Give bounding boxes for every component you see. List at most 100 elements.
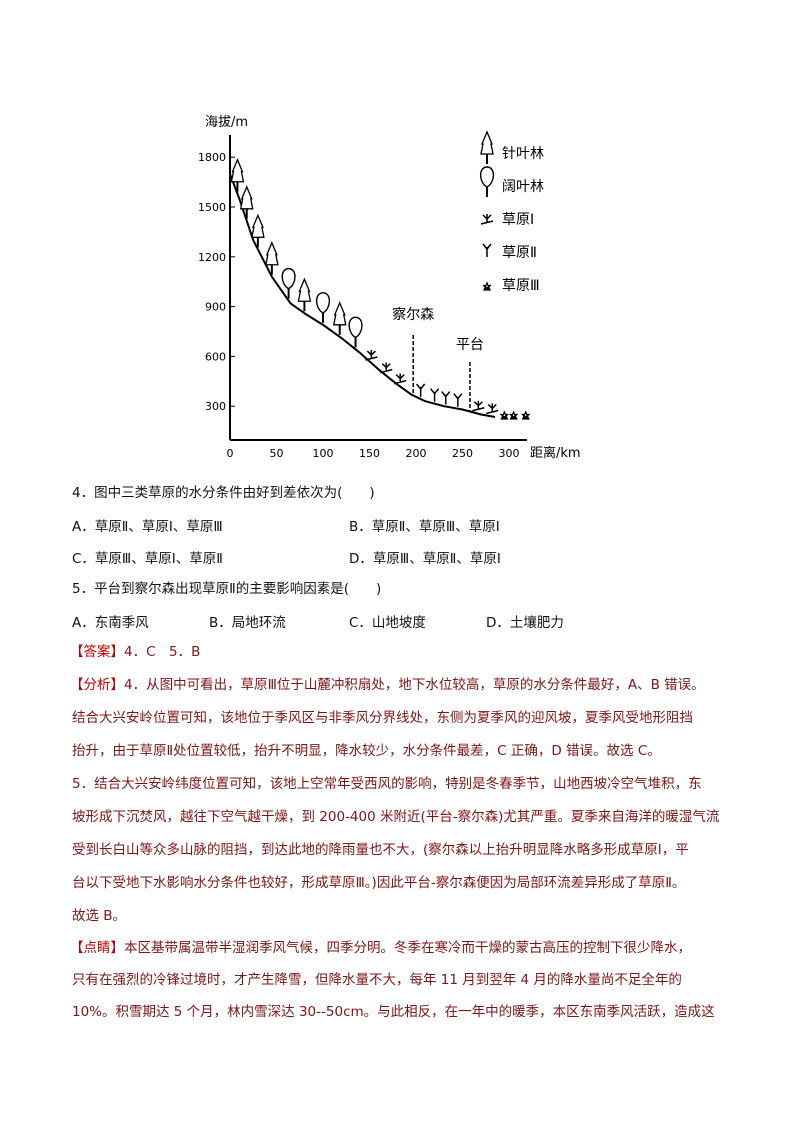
conifer-crown — [239, 185, 254, 210]
conifer-tree-mark — [251, 213, 265, 248]
y-tick-label: 900 — [205, 301, 226, 314]
analysis-text: 结合大兴安岭位置可知，该地位于季风区与非季风分界线处，东侧为夏季风的迎风坡，夏季… — [72, 710, 693, 726]
y-tick-label: 1200 — [198, 251, 226, 264]
x-tick-label: 200 — [406, 447, 427, 460]
y-tick-label: 300 — [205, 400, 226, 413]
grass-i-shape — [394, 373, 407, 385]
terrain-profile-line — [229, 173, 496, 418]
grass-i-shape — [365, 350, 378, 361]
conifer-crown — [230, 158, 245, 183]
x-tick-label: 300 — [499, 447, 520, 460]
analysis-text: 故选 B。 — [72, 908, 127, 924]
grass-iii-shape — [509, 410, 519, 420]
analysis-text: 5．结合大兴安岭纬度位置可知，该地上空常年受西风的影响，特别是冬春季节，山地西坡… — [72, 776, 702, 792]
analysis-text: 台以下受地下水影响水分条件也较好，形成草原Ⅲ。)因此平台-察尔森便因为局部环流差… — [72, 875, 686, 891]
legend-label: 草原Ⅰ — [502, 212, 534, 228]
grass-iii-mark — [521, 410, 531, 420]
analysis-tag: 【分析】 — [70, 677, 124, 693]
grass-ii-shape — [453, 393, 463, 407]
comment-text: 只有在强烈的冷锋过境时，才产生降雪，但降水量不大，每年 11 月到翌年 4 月的… — [72, 972, 682, 988]
legend-label: 草原Ⅱ — [502, 245, 537, 261]
answer: 【答案】4．C 5．B — [70, 643, 200, 661]
y-tick-label: 1500 — [198, 201, 226, 214]
grass-iii-mark — [499, 410, 509, 420]
grass-i-mark — [472, 400, 485, 412]
x-tick-label: 150 — [359, 447, 380, 460]
conifer-crown — [332, 301, 347, 326]
x-tick-label: 50 — [270, 447, 284, 460]
q5-option-b: B．局地环流 — [209, 615, 286, 631]
x-tick-label: 0 — [227, 447, 234, 460]
grass-iii-shape — [482, 281, 492, 291]
grass-i-shape — [480, 214, 494, 225]
analysis-text: 4．从图中可看出，草原Ⅲ位于山麓冲积扇处，地下水位较高，草原的水分条件最好，A、… — [124, 677, 705, 693]
analysis-line: 坡形成下沉焚风，越往下空气越干燥，到 200-400 米附近(平台-察尔森)尤其… — [72, 808, 719, 826]
conifer-crown — [480, 130, 494, 155]
grass-i-mark — [365, 350, 378, 361]
analysis-line: 受到长白山等众多山脉的阻挡，到达此地的降雨量也不大，(察尔森以上抬升明显降水略多… — [72, 841, 689, 859]
conifer-tree-mark — [239, 185, 254, 219]
legend-label: 草原Ⅲ — [502, 278, 540, 294]
analysis-line: 5．结合大兴安岭纬度位置可知，该地上空常年受西风的影响，特别是冬春季节，山地西坡… — [72, 775, 702, 793]
q5-option-d: D．土壤肥力 — [486, 615, 564, 631]
grass-i-mark — [380, 362, 393, 374]
grass-iii-icon — [482, 281, 492, 291]
analysis-line: 结合大兴安岭位置可知，该地位于季风区与非季风分界线处，东侧为夏季风的迎风坡，夏季… — [72, 709, 693, 727]
conifer-tree-icon — [480, 130, 494, 164]
marker-label: 平台 — [456, 337, 484, 353]
conifer-tree-mark — [332, 301, 347, 335]
grass-ii-shape — [430, 388, 440, 402]
y-axis-label: 海拔/m — [205, 115, 248, 130]
broadleaf-crown — [348, 316, 363, 339]
broadleaf-crown — [479, 166, 495, 188]
y-tick-label: 1800 — [198, 151, 226, 164]
grass-iii-shape — [499, 410, 509, 420]
grass-ii-shape — [416, 383, 426, 398]
grass-ii-shape — [482, 243, 492, 257]
x-axis-label: 距离/km — [530, 445, 581, 461]
q4-option-b: B．草原Ⅱ、草原Ⅲ、草原Ⅰ — [349, 519, 500, 535]
legend-label: 针叶林 — [502, 146, 544, 162]
conifer-tree-mark — [297, 277, 312, 312]
question-4-stem: 4．图中三类草原的水分条件由好到差依次为( ) — [72, 485, 375, 501]
analysis-text: 坡形成下沉焚风，越往下空气越干燥，到 200-400 米附近(平台-察尔森)尤其… — [72, 809, 720, 825]
grass-i-shape — [486, 403, 499, 415]
broadleaf-crown — [281, 267, 296, 290]
grass-i-mark — [486, 403, 499, 415]
legend-label: 阔叶林 — [502, 179, 544, 195]
grass-i-icon — [480, 214, 494, 225]
grass-i-mark — [394, 373, 407, 385]
grass-i-shape — [472, 400, 485, 412]
marker-label: 察尔森 — [392, 306, 434, 323]
x-tick-label: 250 — [452, 447, 473, 460]
analysis-line: 【分析】4．从图中可看出，草原Ⅲ位于山麓冲积扇处，地下水位较高，草原的水分条件最… — [70, 676, 705, 694]
analysis-line: 故选 B。 — [72, 907, 126, 925]
comment-text: 10%。积雪期达 5 个月，林内雪深达 30--50cm。与此相反，在一年中的暖… — [72, 1004, 715, 1020]
q4-option-a: A．草原Ⅱ、草原Ⅰ、草原Ⅲ — [72, 519, 223, 535]
x-tick-label: 100 — [313, 447, 334, 460]
broadleaf-tree-mark — [315, 292, 331, 323]
grass-ii-icon — [482, 243, 492, 257]
grass-iii-mark — [509, 410, 519, 420]
grass-i-shape — [380, 362, 393, 374]
broadleaf-crown — [315, 292, 331, 314]
conifer-crown — [265, 241, 279, 266]
grass-iii-shape — [521, 410, 531, 420]
y-tick-label: 600 — [205, 350, 226, 363]
broadleaf-tree-mark — [348, 316, 363, 348]
grass-ii-mark — [430, 388, 440, 402]
q4-option-d: D．草原Ⅲ、草原Ⅱ、草原Ⅰ — [349, 551, 501, 567]
conifer-tree-mark — [265, 241, 279, 275]
analysis-text: 受到长白山等众多山脉的阻挡，到达此地的降雨量也不大，(察尔森以上抬升明显降水略多… — [72, 842, 689, 858]
analysis-line: 台以下受地下水影响水分条件也较好，形成草原Ⅲ。)因此平台-察尔森便因为局部环流差… — [72, 874, 685, 892]
question-5-stem: 5．平台到察尔森出现草原Ⅱ的主要影响因素是( ) — [72, 581, 382, 597]
analysis-line: 抬升，由于草原Ⅱ处位置较低，抬升不明显，降水较少，水分条件最差，C 正确，D 错… — [72, 742, 661, 760]
analysis-text: 抬升，由于草原Ⅱ处位置较低，抬升不明显，降水较少，水分条件最差，C 正确，D 错… — [72, 743, 661, 759]
q4-option-c: C．草原Ⅲ、草原Ⅰ、草原Ⅱ — [72, 551, 223, 567]
grass-ii-mark — [441, 391, 451, 405]
answer-tag: 【答案】 — [70, 644, 124, 660]
conifer-crown — [297, 277, 312, 302]
broadleaf-tree-icon — [479, 166, 495, 197]
